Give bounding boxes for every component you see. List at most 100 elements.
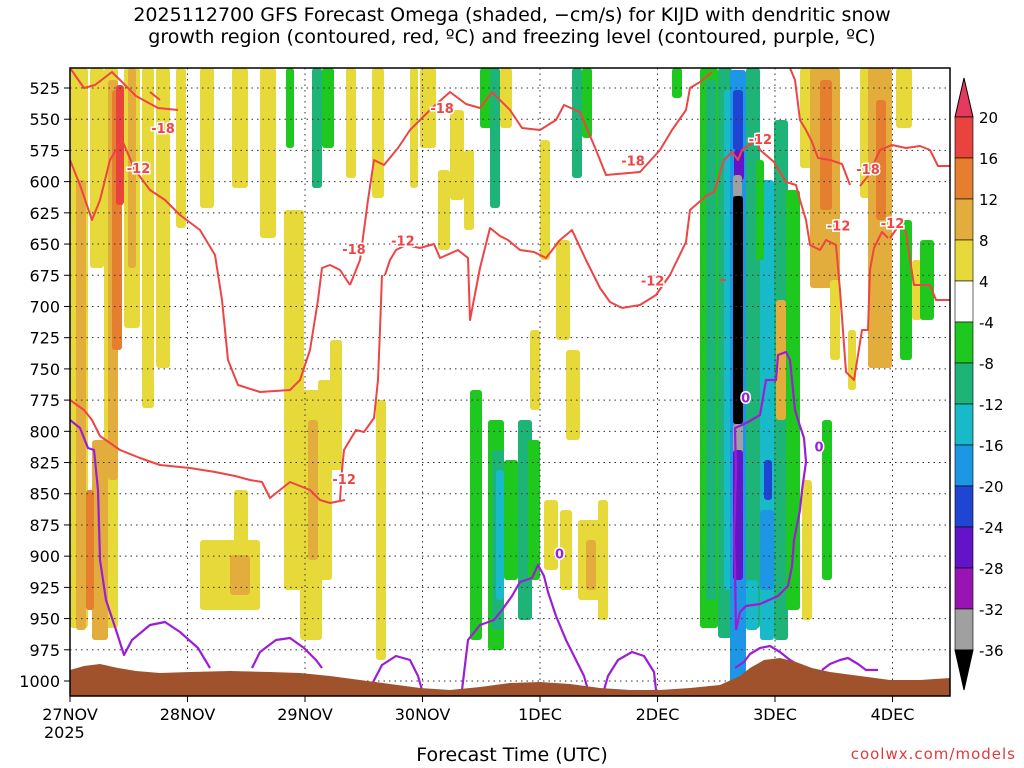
x-tick-label: 3DEC (753, 705, 797, 724)
contour-label: -18 (430, 102, 454, 117)
colorbar-swatch (954, 444, 974, 487)
colorbar-swatch (954, 526, 974, 569)
omega-shade-cell (308, 420, 318, 560)
y-tick-label: 975 (29, 641, 60, 660)
omega-shade-cell (200, 68, 214, 208)
y-tick-label: 900 (29, 547, 60, 566)
omega-shade-cell (230, 555, 250, 595)
dendritic-contour-line (789, 68, 851, 186)
freezing-level-line (369, 654, 424, 691)
omega-shade-cell (920, 240, 934, 320)
omega-shade-cell (232, 68, 248, 188)
omega-shade-cell (756, 160, 764, 260)
omega-shade-cell (504, 460, 518, 580)
dendritic-contour-line (70, 68, 179, 111)
omega-shade-cell (733, 90, 743, 150)
contour-label: 0 (741, 392, 750, 407)
dendritic-contour-line (349, 71, 713, 286)
contour-label: -12 (391, 234, 415, 249)
contour-label: -12 (749, 133, 773, 148)
omega-shade-cell (76, 180, 86, 630)
omega-shade-cell (566, 350, 580, 440)
dendritic-contour-line (889, 223, 950, 301)
omega-shade-cell (450, 110, 464, 200)
dendritic-contour-line (384, 227, 623, 321)
omega-shade-cell (528, 440, 540, 580)
omega-shade-cell (284, 210, 304, 590)
colorbar-label: -36 (979, 642, 1004, 660)
freezing-level-line (251, 636, 323, 669)
contour-label: -18 (151, 122, 175, 137)
freezing-level-line (732, 350, 808, 631)
freezing-level-line (602, 650, 658, 691)
colorbar-swatch (954, 567, 974, 610)
omega-shading (70, 68, 934, 690)
y-tick-label: 800 (29, 422, 60, 441)
omega-shade-cell (234, 490, 248, 550)
dendritic-contour-line (621, 149, 743, 309)
contour-label: -12 (127, 162, 151, 177)
omega-shade-cell (544, 500, 558, 570)
omega-shade-cell (286, 68, 294, 148)
colorbar-label: -32 (979, 601, 1004, 619)
omega-shade-cell (410, 68, 418, 188)
colorbar-swatch (954, 198, 974, 241)
x-axis-ticks: 27NOV 28NOV 29NOV 30NOV 1DEC 2DEC 3DEC 4DEC (42, 696, 914, 724)
contour-label: -12 (881, 217, 905, 232)
colorbar-swatch (954, 362, 974, 405)
colorbar-label: 20 (979, 109, 998, 127)
y-tick-label: 550 (29, 110, 60, 129)
colorbar-swatch (954, 157, 974, 200)
contour-label: -18 (621, 154, 645, 169)
contour-label: -12 (332, 473, 356, 488)
y-tick-label: 825 (29, 454, 60, 473)
colorbar-label: -12 (979, 396, 1004, 414)
x-tick-label: 27NOV (42, 705, 98, 724)
grid-lines (70, 68, 950, 696)
title-line-1: 2025112700 GFS Forecast Omega (shaded, −… (133, 4, 891, 26)
y-tick-label: 1000 (19, 672, 60, 691)
x-tick-label: 30NOV (395, 705, 451, 724)
y-tick-label: 625 (29, 204, 60, 223)
colorbar-label: -20 (979, 478, 1004, 496)
y-tick-label: 700 (29, 297, 60, 316)
freezing-level-line (821, 656, 878, 672)
colorbar-swatch (954, 608, 974, 651)
contour-label: -12 (827, 219, 851, 234)
y-tick-label: 650 (29, 235, 60, 254)
omega-shade-cell (876, 100, 886, 220)
omega-shade-cell (848, 330, 856, 390)
omega-shade-cell (733, 196, 743, 424)
plot-frame (69, 67, 951, 697)
omega-shade-cell (560, 510, 572, 590)
contour-label: -18 (342, 243, 366, 258)
colorbar-arrow-bottom (954, 649, 974, 691)
colorbar-swatch (954, 280, 974, 323)
freezing-level-line (460, 563, 590, 691)
y-tick-label: 950 (29, 610, 60, 629)
y-tick-label: 525 (29, 79, 60, 98)
omega-shade-cell (540, 140, 550, 260)
contour-label: -18 (856, 163, 880, 178)
contour-labels: -18 -12 -18 -12 -18 -12 -18 -12 -12 -12 -18 -12 0 0 0 (125, 100, 905, 564)
omega-shade-cell (142, 68, 154, 408)
credit-link[interactable]: coolwx.com/models (850, 745, 1016, 763)
omega-shade-cell (318, 380, 332, 580)
omega-shade-cell (706, 80, 716, 600)
omega-shade-cell (760, 510, 774, 590)
dendritic-contour-line (741, 139, 889, 381)
omega-shade-cell (372, 68, 384, 198)
omega-shade-cell (330, 340, 342, 470)
contour-label: -12 (641, 274, 665, 289)
colorbar-swatch (954, 485, 974, 528)
contour-label: 0 (555, 548, 564, 563)
omega-shade-cell (156, 68, 170, 368)
omega-shade-cell (312, 68, 322, 188)
omega-shade-cell (822, 420, 832, 580)
omega-shade-cell (746, 68, 760, 628)
contour-label: 0 (815, 440, 824, 455)
x-tick-label: 28NOV (160, 705, 216, 724)
omega-shade-cell (896, 68, 912, 128)
y-tick-label: 600 (29, 173, 60, 192)
